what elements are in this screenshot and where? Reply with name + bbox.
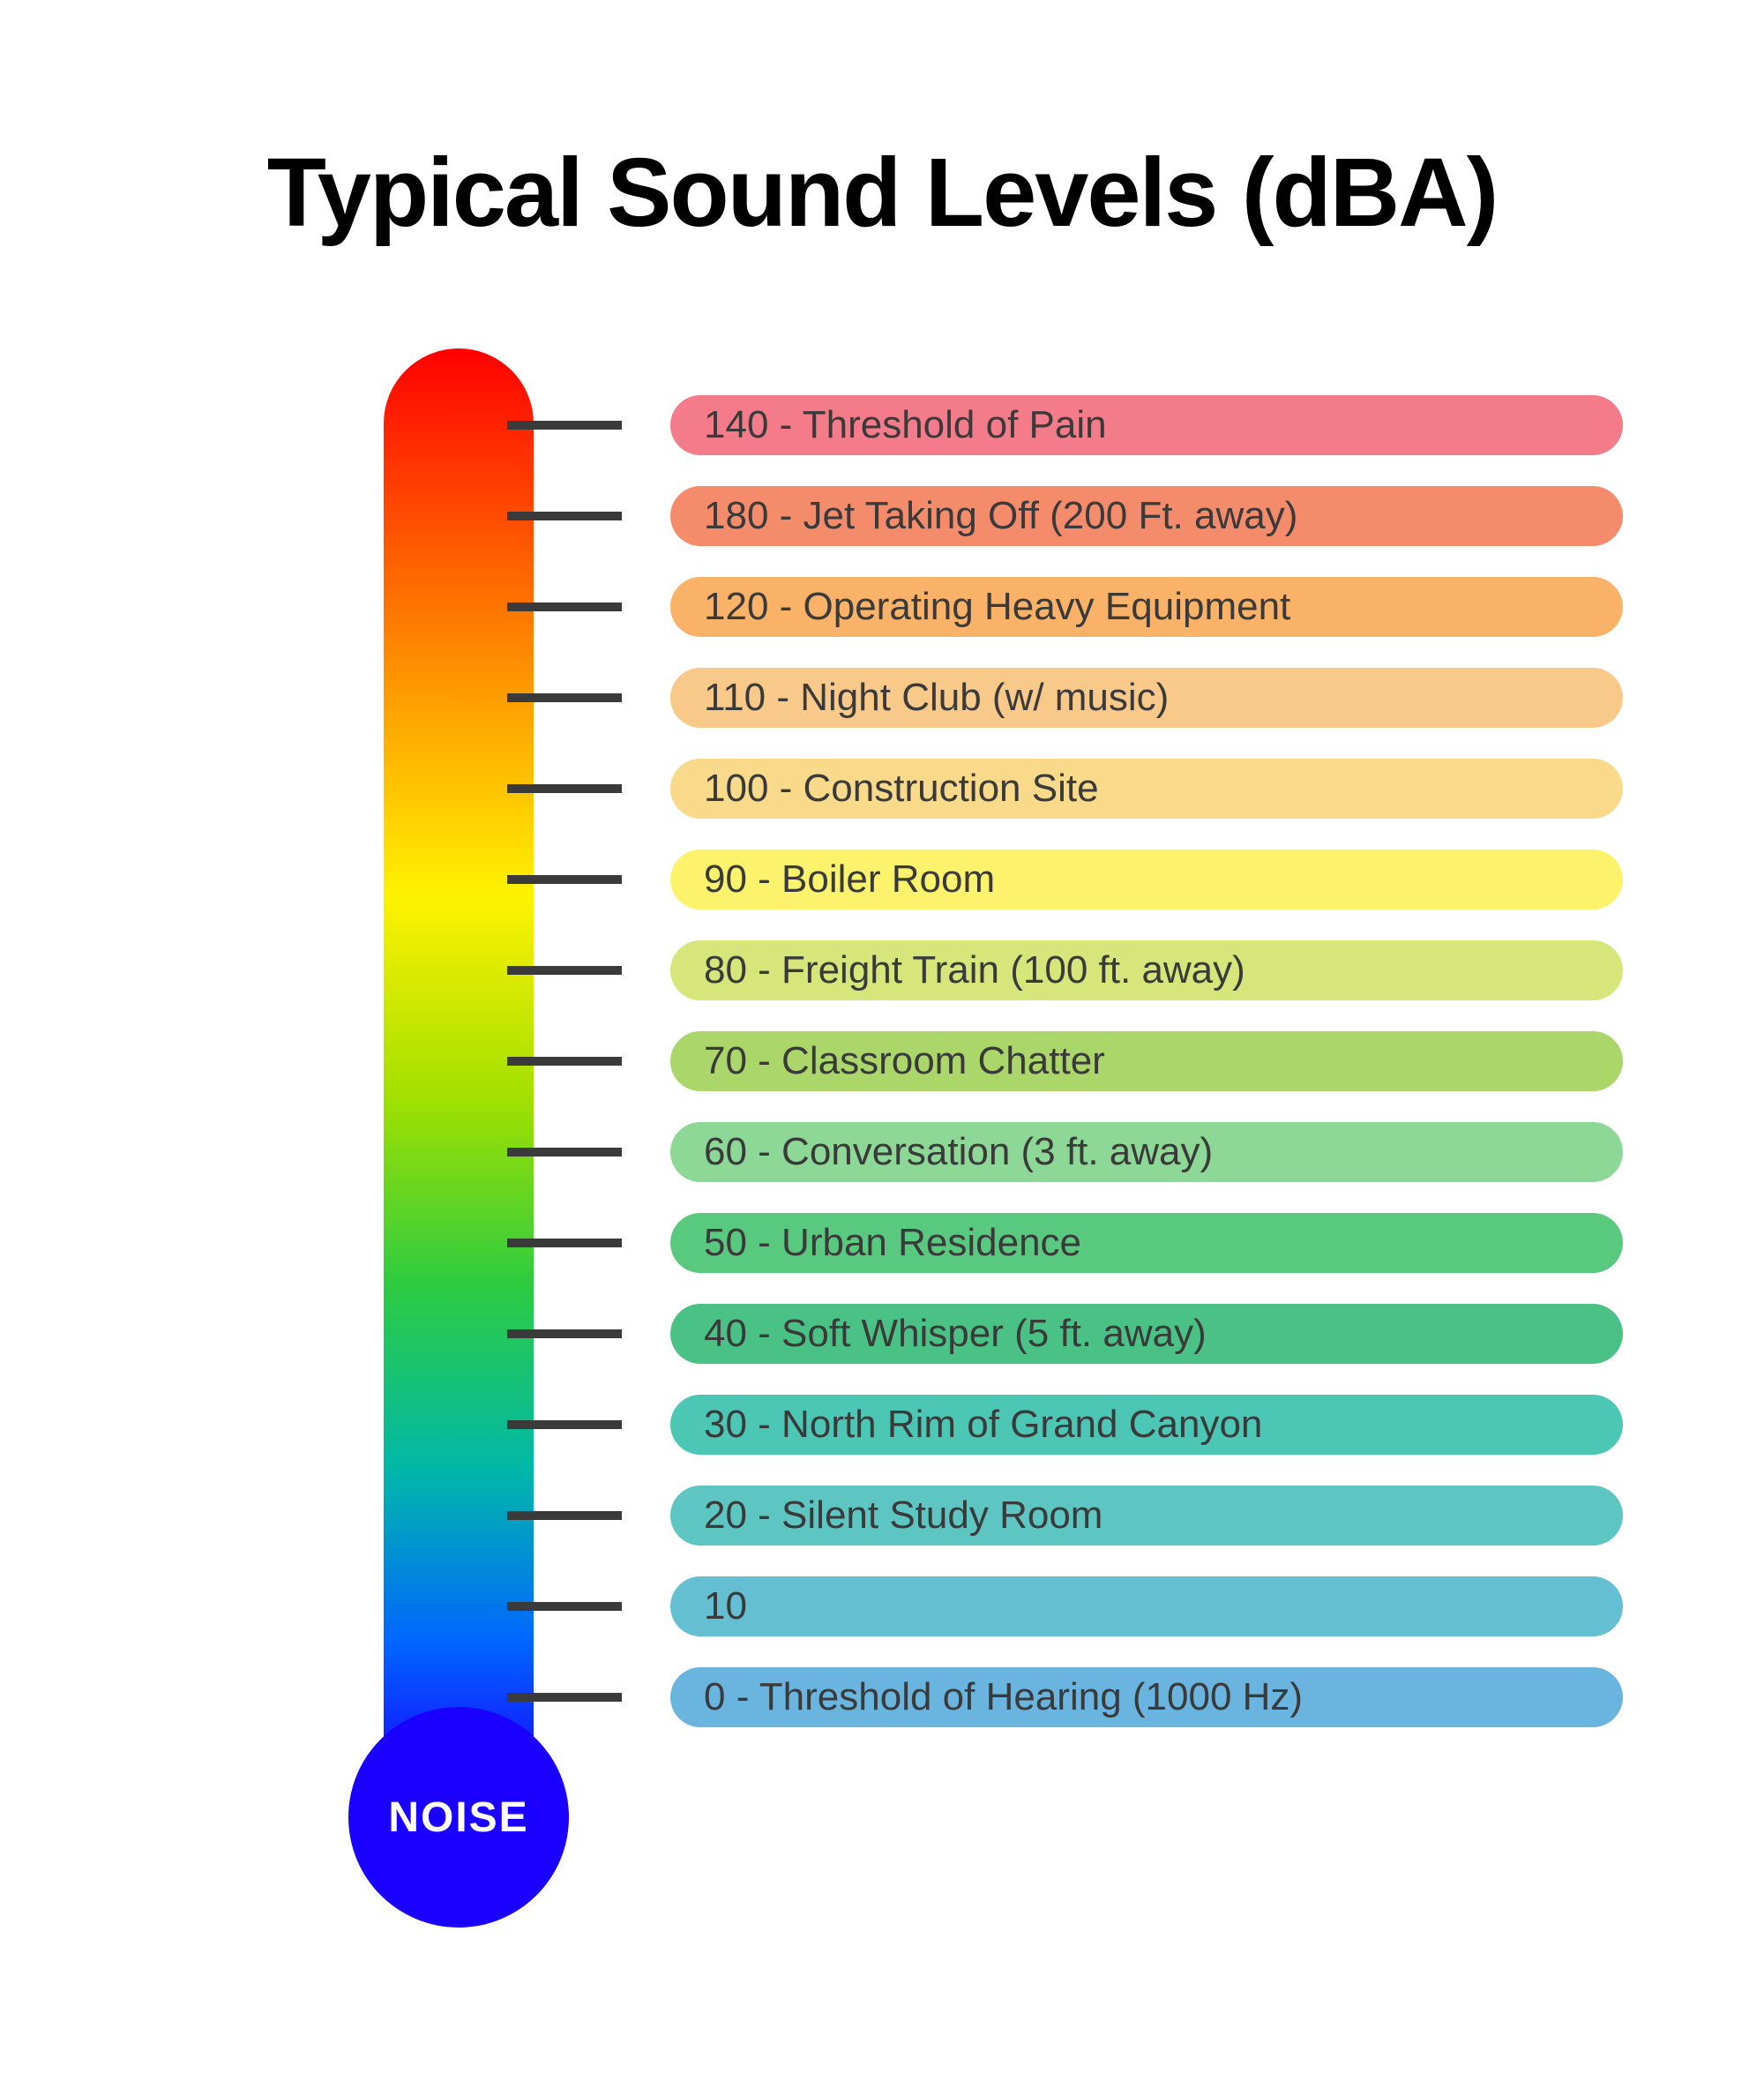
tick-mark: [507, 875, 622, 884]
tick-mark: [507, 1693, 622, 1702]
level-row: 90 - Boiler Room: [507, 834, 1623, 924]
level-pill: 10: [670, 1576, 1623, 1636]
level-row: 70 - Classroom Chatter: [507, 1015, 1623, 1106]
level-pill: 80 - Freight Train (100 ft. away): [670, 940, 1623, 1000]
tick-mark: [507, 1420, 622, 1429]
tick-mark: [507, 1239, 622, 1247]
level-pill: 140 - Threshold of Pain: [670, 395, 1623, 455]
level-row: 30 - North Rim of Grand Canyon: [507, 1379, 1623, 1470]
tick-mark: [507, 1329, 622, 1338]
level-pill: 180 - Jet Taking Off (200 Ft. away): [670, 486, 1623, 546]
level-pill: 120 - Operating Heavy Equipment: [670, 577, 1623, 637]
level-row: 50 - Urban Residence: [507, 1197, 1623, 1288]
level-pill: 50 - Urban Residence: [670, 1213, 1623, 1273]
tick-mark: [507, 512, 622, 520]
level-pill: 20 - Silent Study Room: [670, 1486, 1623, 1546]
level-pill: 70 - Classroom Chatter: [670, 1031, 1623, 1091]
tick-mark: [507, 1057, 622, 1066]
tick-mark: [507, 784, 622, 793]
level-pill: 110 - Night Club (w/ music): [670, 668, 1623, 728]
level-row: 40 - Soft Whisper (5 ft. away): [507, 1288, 1623, 1379]
level-row: 120 - Operating Heavy Equipment: [507, 561, 1623, 652]
level-row: 110 - Night Club (w/ music): [507, 652, 1623, 743]
level-pill: 0 - Threshold of Hearing (1000 Hz): [670, 1667, 1623, 1727]
level-row: 60 - Conversation (3 ft. away): [507, 1106, 1623, 1197]
thermometer-bulb-label: NOISE: [388, 1793, 528, 1842]
level-pill: 90 - Boiler Room: [670, 850, 1623, 910]
tick-mark: [507, 603, 622, 611]
level-row: 80 - Freight Train (100 ft. away): [507, 924, 1623, 1015]
chart-title: Typical Sound Levels (dBA): [0, 137, 1764, 249]
tick-mark: [507, 1148, 622, 1157]
level-pill: 30 - North Rim of Grand Canyon: [670, 1395, 1623, 1455]
level-row: 100 - Construction Site: [507, 743, 1623, 834]
level-rows: 140 - Threshold of Pain 180 - Jet Taking …: [507, 379, 1623, 1742]
tick-mark: [507, 966, 622, 975]
level-row: 140 - Threshold of Pain: [507, 379, 1623, 470]
level-pill: 40 - Soft Whisper (5 ft. away): [670, 1304, 1623, 1364]
level-pill: 60 - Conversation (3 ft. away): [670, 1122, 1623, 1182]
level-row: 20 - Silent Study Room: [507, 1470, 1623, 1561]
tick-mark: [507, 1511, 622, 1520]
level-row: 0 - Threshold of Hearing (1000 Hz): [507, 1651, 1623, 1742]
tick-mark: [507, 421, 622, 430]
level-pill: 100 - Construction Site: [670, 759, 1623, 819]
tick-mark: [507, 1602, 622, 1611]
tick-mark: [507, 693, 622, 702]
level-row: 10: [507, 1561, 1623, 1651]
level-row: 180 - Jet Taking Off (200 Ft. away): [507, 470, 1623, 561]
